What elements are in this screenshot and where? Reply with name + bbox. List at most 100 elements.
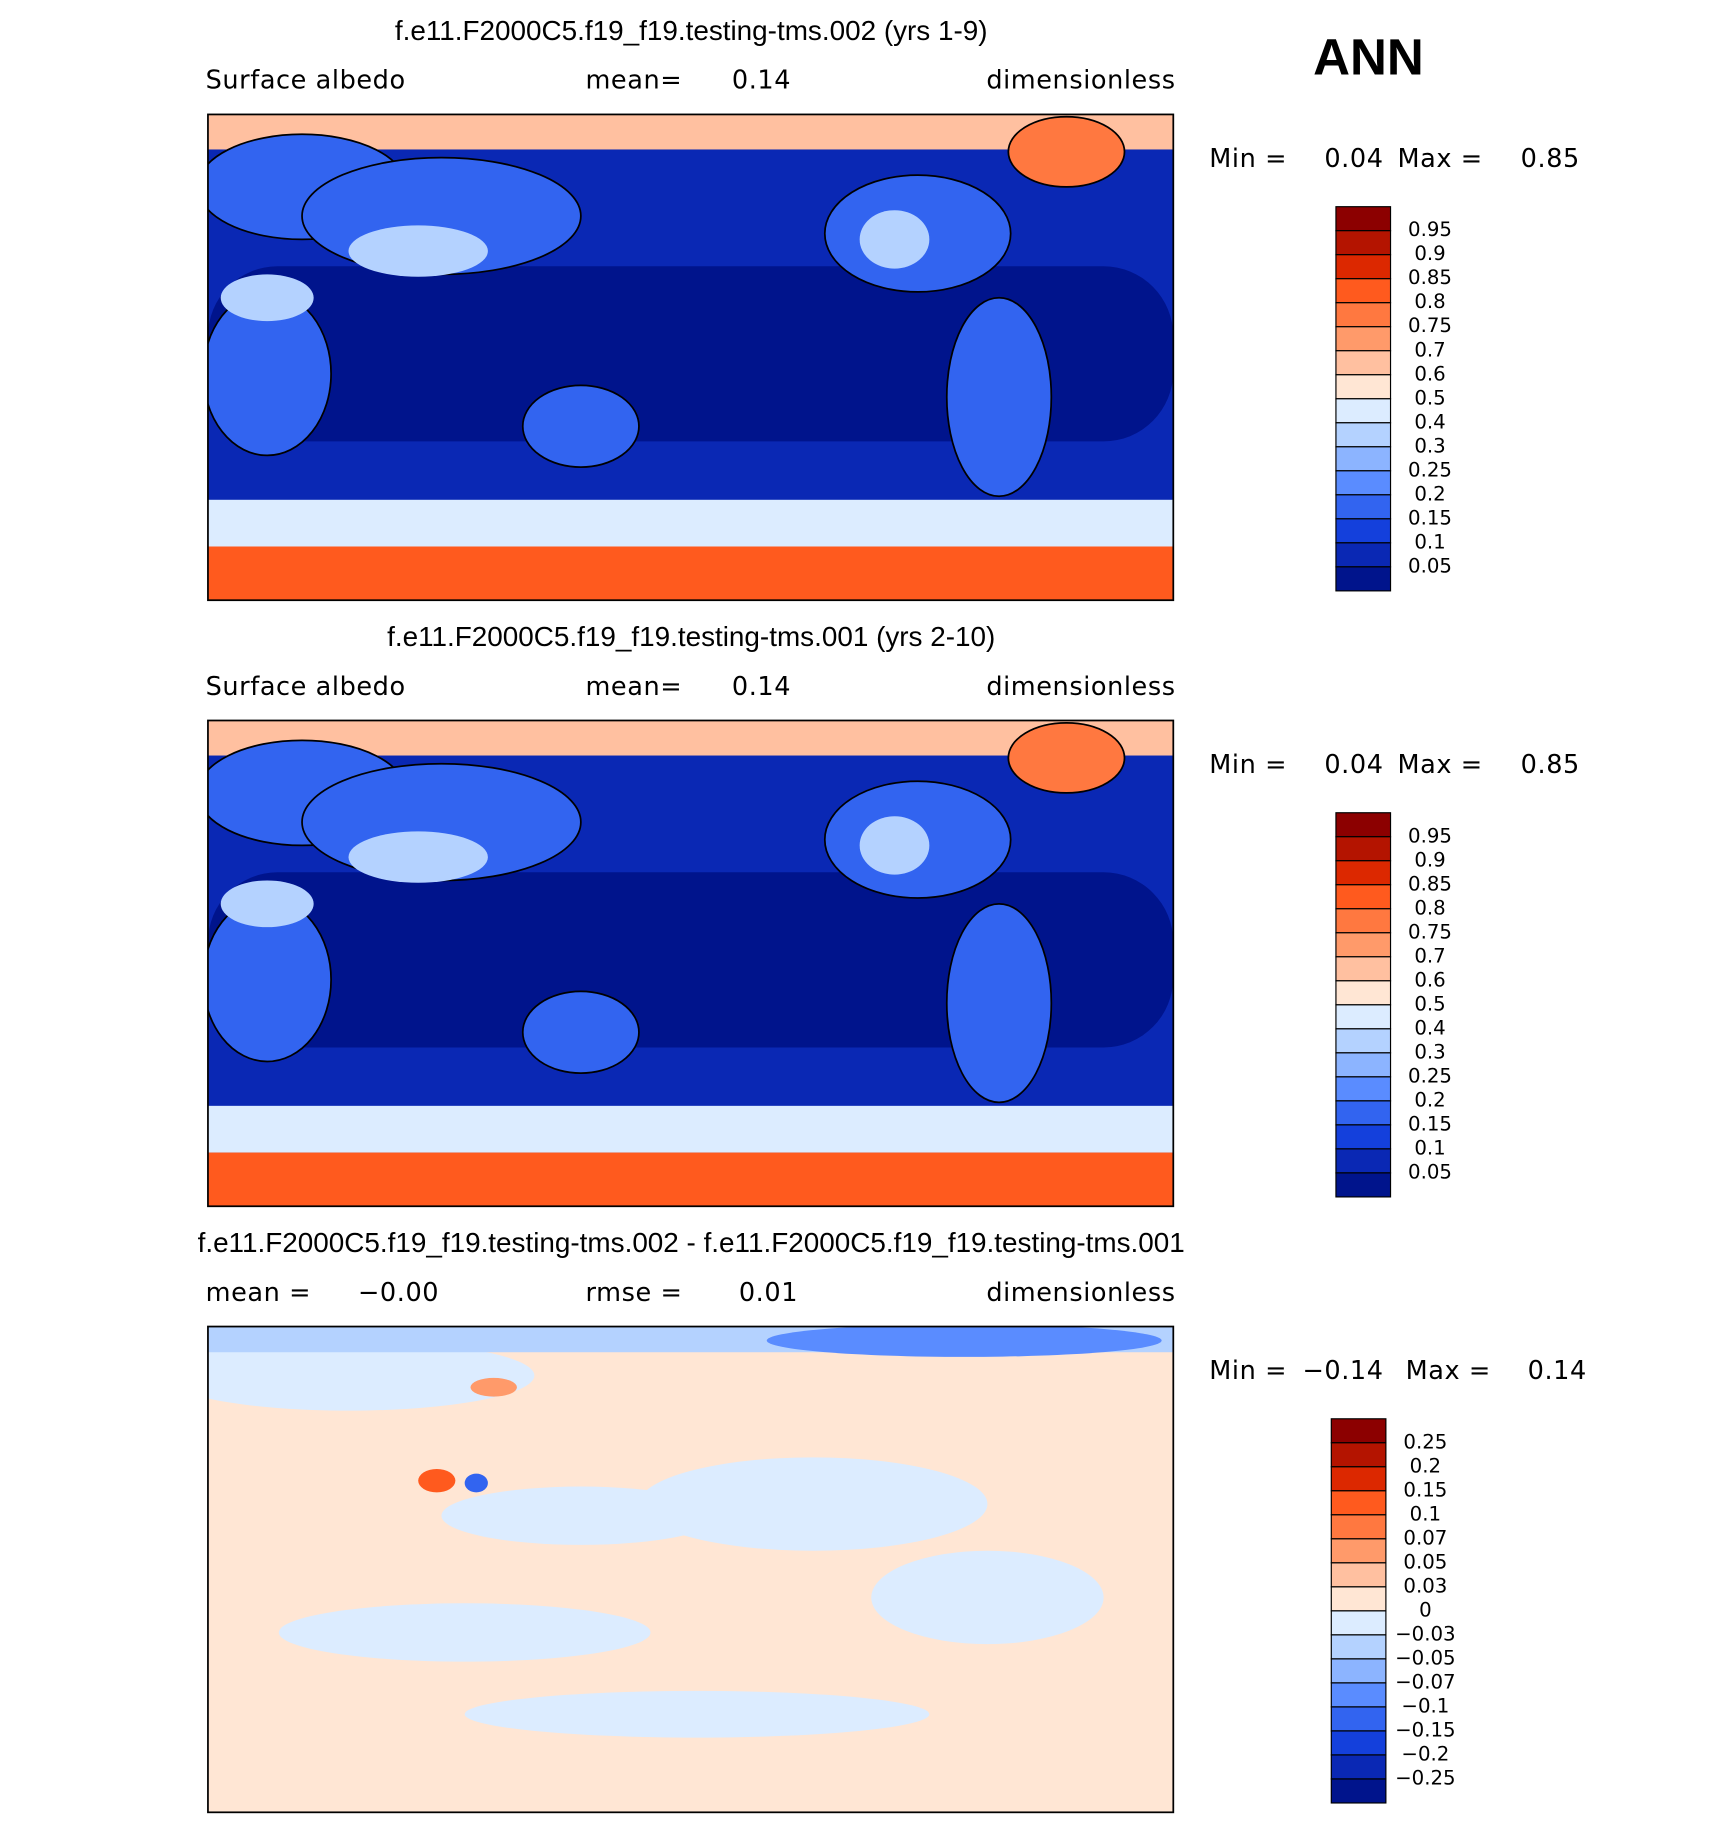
subtitle-center-value: 0.14 (732, 66, 791, 96)
panel-title: f.e11.F2000C5.f19_f19.testing-tms.002 (y… (395, 15, 988, 46)
colorbar-label: 0.4 (1414, 410, 1445, 433)
colorbar-label: 0.3 (1414, 434, 1445, 457)
colorbar-label: 0.1 (1414, 1136, 1445, 1159)
colorbar-box (1335, 1004, 1392, 1030)
map (207, 114, 1174, 601)
colorbar-box (1335, 980, 1392, 1006)
min-value: 0.04 (1324, 750, 1383, 780)
max-label: Max = (1398, 144, 1483, 174)
colorbar-box (1335, 302, 1392, 328)
colorbar-label: 0.85 (1408, 266, 1452, 289)
units: dimensionless (986, 672, 1175, 702)
colorbar-box (1335, 518, 1392, 544)
colorbar-box (1330, 1634, 1387, 1660)
colorbar-label: 0.1 (1410, 1502, 1441, 1525)
min-label: Min = (1209, 750, 1287, 780)
colorbar-box (1335, 1124, 1392, 1150)
subtitle-center: mean= (585, 66, 682, 96)
colorbar-label: 0.75 (1408, 314, 1452, 337)
min-label: Min = (1209, 144, 1287, 174)
colorbar-label: 0.15 (1408, 1112, 1452, 1135)
colorbar-box (1335, 470, 1392, 496)
colorbar-box (1330, 1706, 1387, 1732)
subtitle-left: Surface albedo (206, 672, 406, 702)
panel-title: f.e11.F2000C5.f19_f19.testing-tms.002 - … (198, 1227, 1185, 1258)
land (945, 902, 1053, 1104)
map-frame (207, 719, 1175, 1208)
land (945, 296, 1053, 498)
colorbar-box (1330, 1418, 1387, 1444)
subtitle-center: mean= (585, 672, 682, 702)
colorbar-label: 0.85 (1408, 872, 1452, 895)
map (207, 1326, 1174, 1813)
colorbar-label: 0.4 (1414, 1016, 1445, 1039)
colorbar-label: −0.1 (1401, 1694, 1449, 1717)
colorbar-label: 0.25 (1408, 1064, 1452, 1087)
colorbar-label: 0.25 (1403, 1430, 1447, 1453)
colorbar-box (1335, 908, 1392, 934)
colorbar-box (1330, 1682, 1387, 1708)
colorbar-label: −0.15 (1395, 1718, 1456, 1741)
colorbar-box (1335, 254, 1392, 280)
colorbar-box (1335, 836, 1392, 862)
land-bright (220, 880, 314, 928)
colorbar-box (1335, 1100, 1392, 1126)
units: dimensionless (986, 66, 1175, 96)
colorbar-box (1330, 1586, 1387, 1612)
colorbar-label: 0.95 (1408, 218, 1452, 241)
south-ice (207, 1152, 1174, 1207)
max-value: 0.14 (1528, 1356, 1587, 1386)
colorbar-box (1335, 398, 1392, 424)
panel: f.e11.F2000C5.f19_f19.testing-tms.002 (y… (206, 15, 1579, 602)
colorbar-box (1335, 860, 1392, 886)
colorbar-label: 0.05 (1408, 1160, 1452, 1183)
colorbar-box (1335, 446, 1392, 472)
units: dimensionless (986, 1278, 1175, 1308)
colorbar-box (1335, 206, 1392, 232)
colorbar-label: −0.05 (1395, 1646, 1456, 1669)
colorbar-label: 0.2 (1414, 482, 1445, 505)
pos-spot (470, 1377, 517, 1397)
land (521, 990, 640, 1075)
season-label: ANN (1313, 28, 1424, 85)
land-bright (220, 274, 314, 322)
colorbar-label: 0 (1419, 1598, 1432, 1621)
colorbar-box (1335, 566, 1392, 592)
colorbar-label: 0.3 (1414, 1040, 1445, 1063)
neg-area (207, 1340, 535, 1411)
colorbar-label: −0.07 (1395, 1670, 1456, 1693)
colorbar-box (1330, 1562, 1387, 1588)
neg-spot (464, 1473, 488, 1493)
colorbar-box (1335, 230, 1392, 256)
land-bright (348, 225, 488, 277)
greenland (1007, 721, 1126, 794)
colorbar-box (1335, 884, 1392, 910)
max-label: Max = (1398, 750, 1483, 780)
land-bright (859, 816, 930, 875)
colorbar-label: 0.7 (1414, 338, 1445, 361)
subtitle-left: mean = (206, 1278, 311, 1308)
south-light (207, 499, 1174, 547)
min-value: −0.14 (1302, 1356, 1383, 1386)
map (207, 720, 1174, 1207)
panel: f.e11.F2000C5.f19_f19.testing-tms.002 - … (198, 1227, 1587, 1814)
colorbar-label: 0.07 (1403, 1526, 1447, 1549)
subtitle-left-value: −0.00 (358, 1278, 439, 1308)
colorbar-label: 0.6 (1414, 362, 1445, 385)
colorbar-box (1335, 422, 1392, 448)
north-neg (766, 1326, 1162, 1357)
colorbar-label: −0.03 (1395, 1622, 1456, 1645)
tropics (207, 872, 1174, 1048)
subtitle-center: rmse = (585, 1278, 682, 1308)
colorbar-label: −0.25 (1395, 1766, 1456, 1789)
tropics (207, 266, 1174, 442)
colorbar-label: 0.8 (1414, 896, 1445, 919)
colorbar-box (1330, 1466, 1387, 1492)
colorbar-label: 0.03 (1403, 1574, 1447, 1597)
south-light (207, 1105, 1174, 1153)
colorbar-box (1330, 1514, 1387, 1540)
max-label: Max = (1406, 1356, 1491, 1386)
colorbar-box (1330, 1778, 1387, 1804)
colorbar-label: 0.2 (1410, 1454, 1441, 1477)
